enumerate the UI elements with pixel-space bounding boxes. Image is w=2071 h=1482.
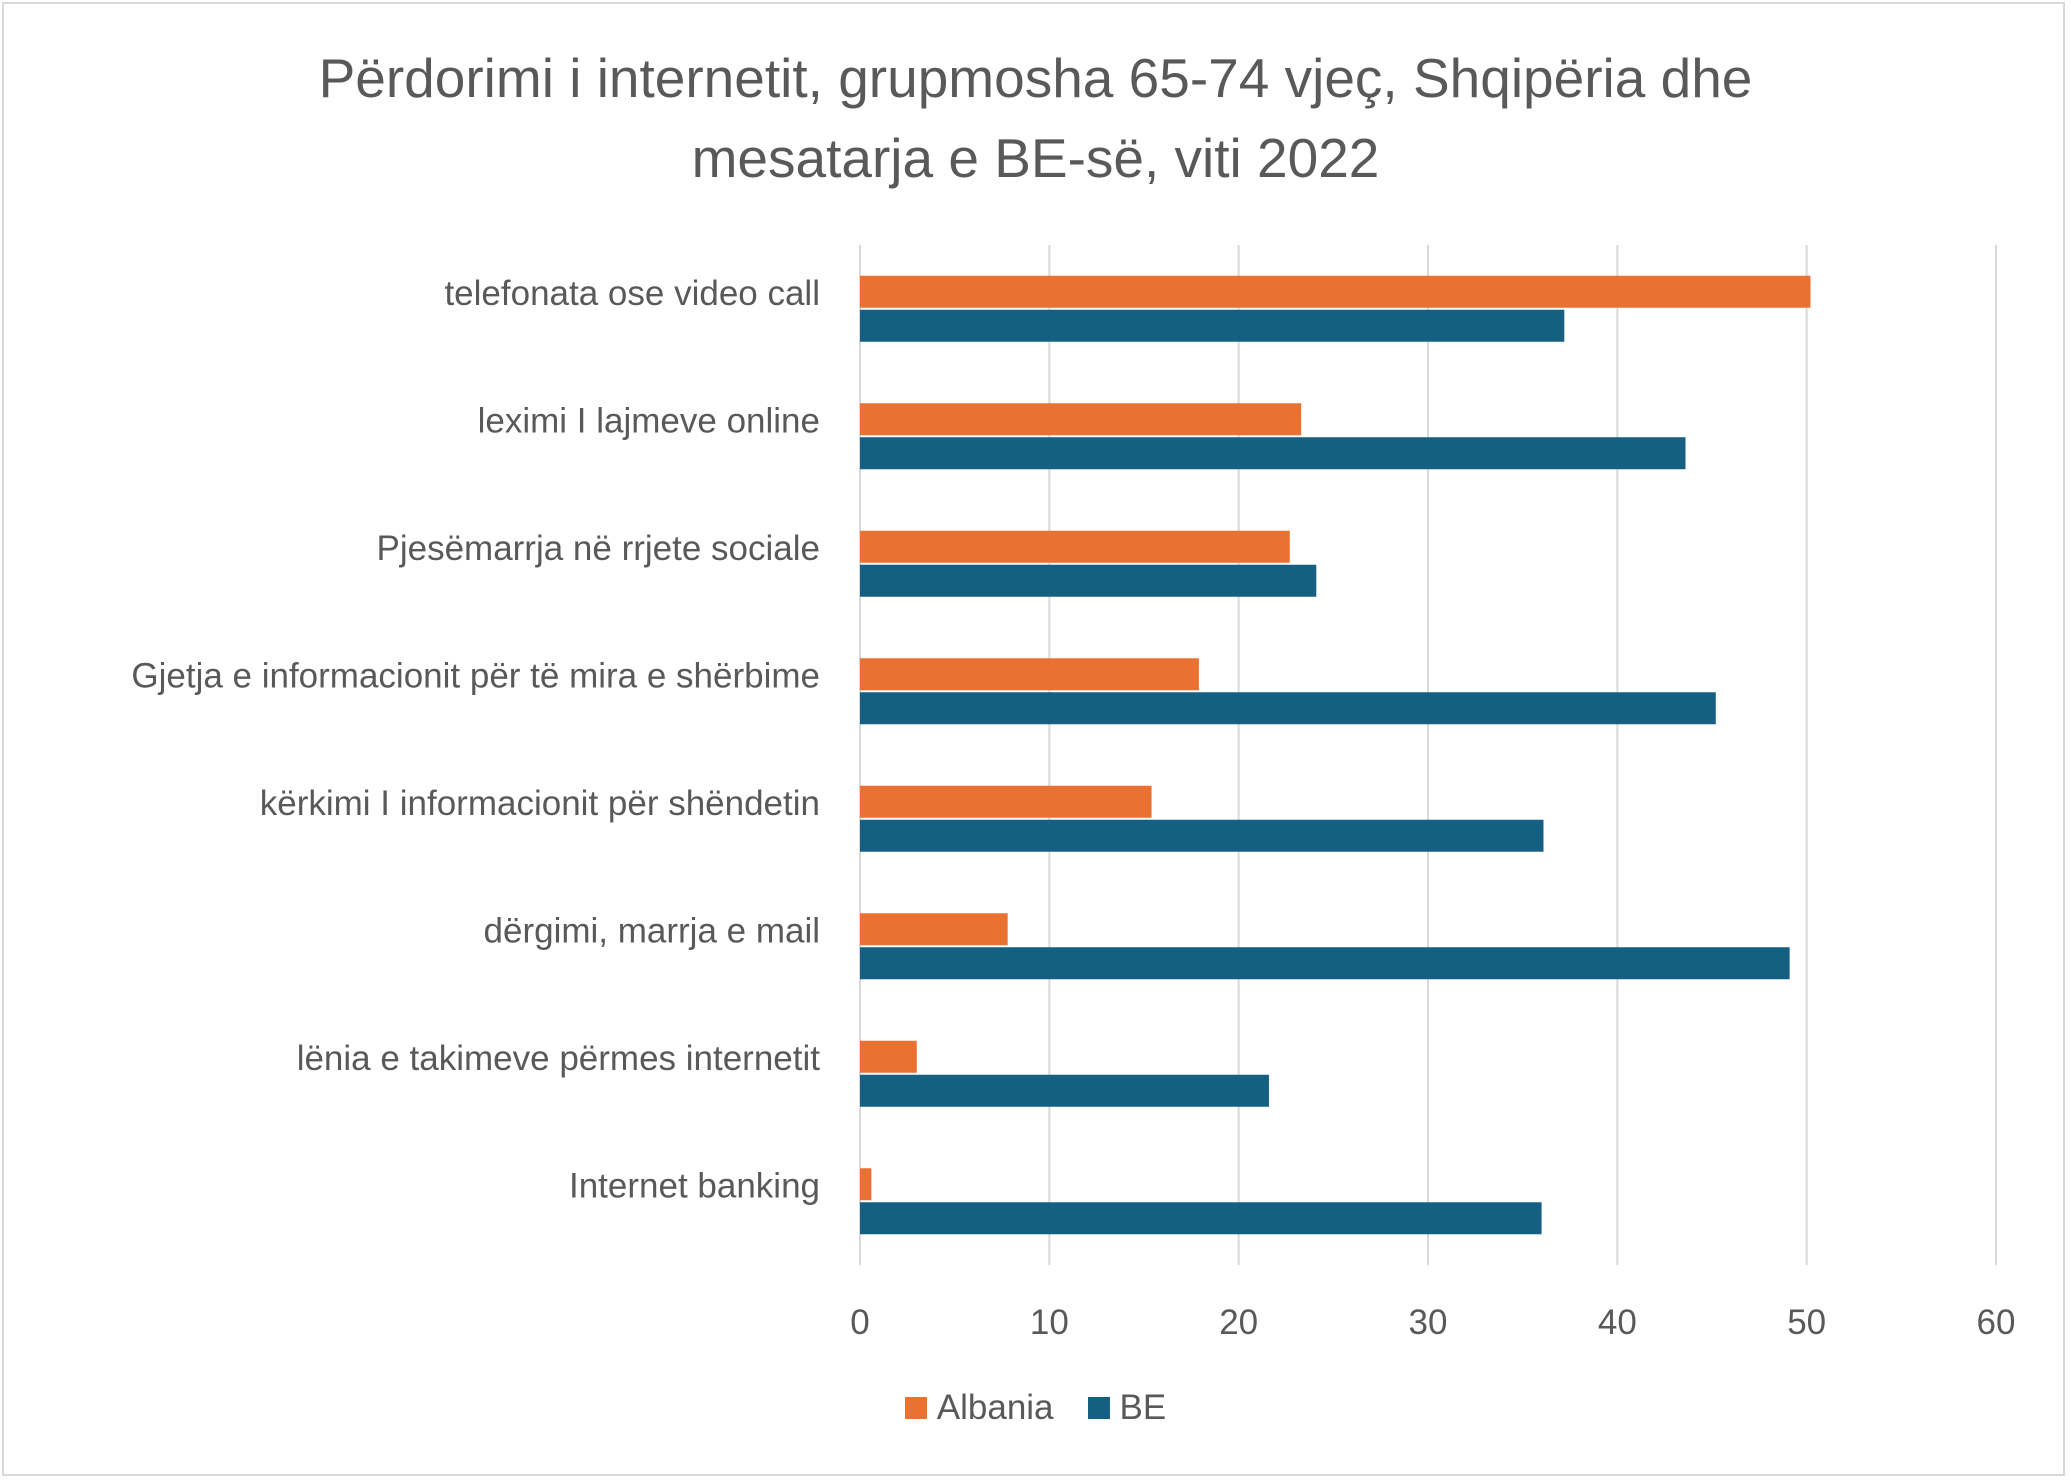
- legend-label-be: BE: [1119, 1388, 1167, 1427]
- category-label-1: leximi I lajmeve online: [478, 401, 820, 440]
- bar-be-3: [860, 692, 1716, 725]
- bar-albania-0: [860, 275, 1811, 308]
- bar-be-7: [860, 1202, 1542, 1235]
- category-label-2: Pjesëmarrja në rrjete sociale: [376, 529, 820, 568]
- bar-be-6: [860, 1074, 1269, 1107]
- category-label-0: telefonata ose video call: [444, 274, 820, 313]
- bar-be-0: [860, 309, 1565, 342]
- category-label-3: Gjetja e informacionit për të mira e shë…: [131, 656, 820, 695]
- x-tick-label-20: 20: [1219, 1303, 1258, 1342]
- x-tick-label-0: 0: [850, 1303, 869, 1342]
- x-tick-label-10: 10: [1030, 1303, 1069, 1342]
- legend-item-be: BE: [1087, 1388, 1167, 1428]
- bar-albania-1: [860, 403, 1302, 436]
- bar-albania-3: [860, 658, 1199, 691]
- chart-title: Përdorimi i internetit, grupmosha 65-74 …: [0, 38, 2071, 198]
- bar-be-2: [860, 564, 1317, 597]
- x-tick-label-60: 60: [1977, 1303, 2016, 1342]
- legend-swatch-albania: [904, 1397, 927, 1419]
- x-tick-label-30: 30: [1409, 1303, 1448, 1342]
- legend-label-albania: Albania: [936, 1388, 1054, 1427]
- bar-albania-5: [860, 913, 1008, 946]
- legend-item-albania: Albania: [904, 1388, 1054, 1428]
- legend-swatch-be: [1087, 1397, 1110, 1419]
- bar-albania-6: [860, 1040, 917, 1073]
- x-tick-label-40: 40: [1598, 1303, 1637, 1342]
- chart-title-line-2: mesatarja e BE-së, viti 2022: [691, 127, 1380, 189]
- category-label-6: lënia e takimeve përmes internetit: [297, 1039, 821, 1078]
- bar-be-5: [860, 947, 1790, 980]
- bar-albania-4: [860, 785, 1152, 818]
- category-label-7: Internet banking: [569, 1166, 820, 1205]
- x-tick-label-50: 50: [1787, 1303, 1826, 1342]
- bar-albania-7: [860, 1168, 872, 1201]
- category-label-4: kërkimi I informacionit për shëndetin: [260, 784, 820, 823]
- chart-title-line-1: Përdorimi i internetit, grupmosha 65-74 …: [318, 47, 1753, 109]
- bar-albania-2: [860, 530, 1290, 563]
- category-label-5: dërgimi, marrja e mail: [484, 911, 820, 950]
- bar-be-1: [860, 437, 1686, 470]
- bar-be-4: [860, 819, 1544, 852]
- legend: Albania BE: [0, 1388, 2071, 1428]
